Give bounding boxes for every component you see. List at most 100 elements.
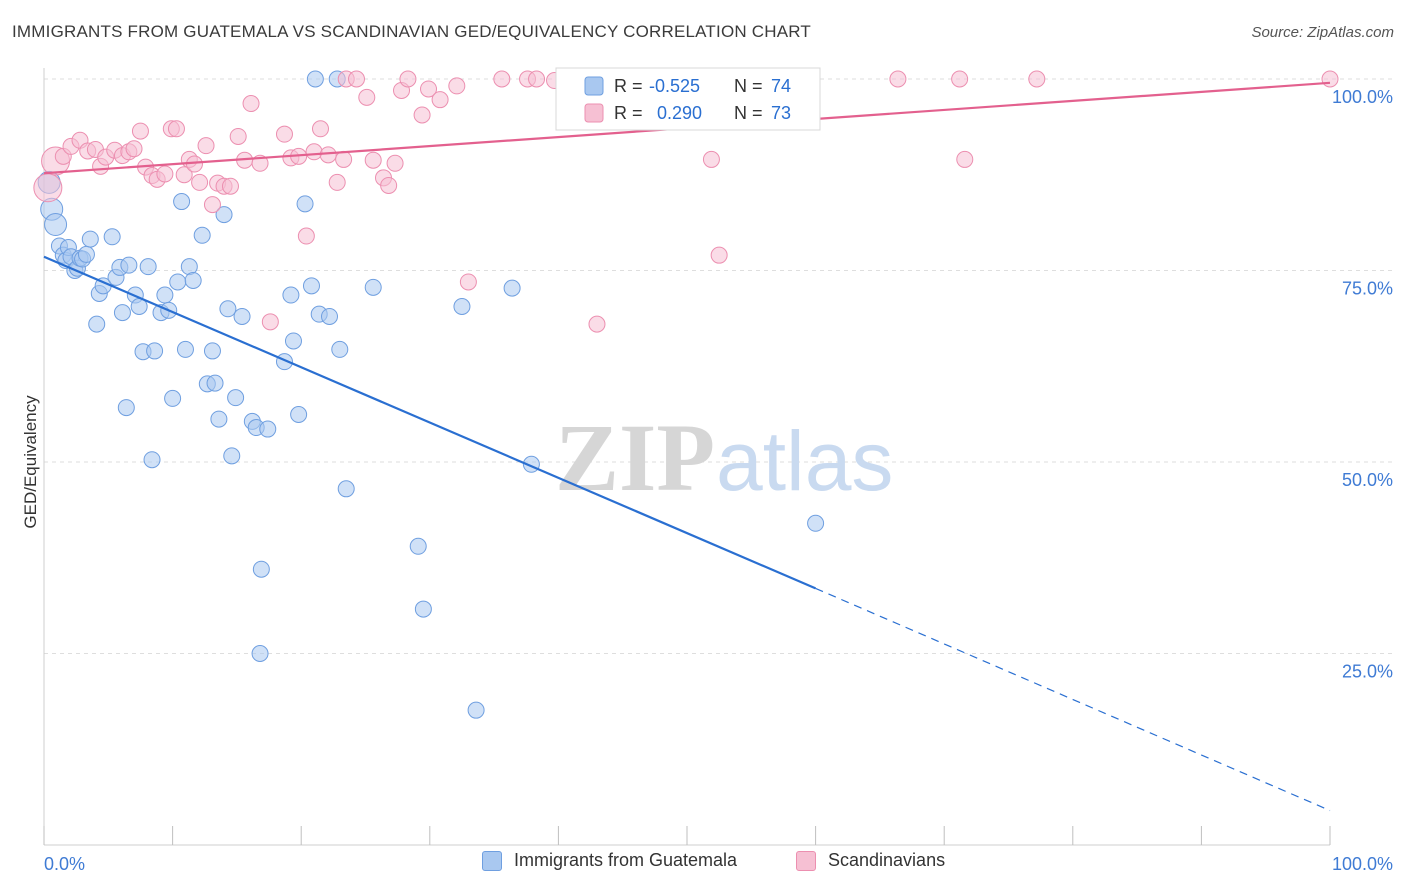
data-point [380, 176, 398, 194]
data-point [493, 70, 511, 88]
data-point [588, 315, 606, 333]
data-point [176, 340, 194, 358]
data-point [467, 701, 485, 719]
data-point [364, 151, 382, 169]
data-point [358, 88, 376, 106]
legend-r-value-2: 0.290 [657, 103, 702, 123]
x-tick-labels: 0.0% 100.0% [44, 854, 1393, 874]
data-point [290, 406, 308, 424]
data-point [364, 278, 382, 296]
data-point [347, 70, 365, 88]
watermark-zip: ZIP [555, 404, 715, 511]
data-point [233, 307, 251, 325]
data-point [282, 286, 300, 304]
data-point [221, 177, 239, 195]
data-point [386, 154, 404, 172]
data-point [125, 140, 143, 158]
data-point [197, 137, 215, 155]
y-axis-label: GED/Equivalency [21, 395, 40, 529]
data-point [702, 150, 720, 168]
data-point [131, 122, 149, 140]
data-point [77, 245, 95, 263]
series-1 [33, 70, 1339, 333]
chart-title: IMMIGRANTS FROM GUATEMALA VS SCANDINAVIA… [12, 22, 812, 41]
data-point [156, 286, 174, 304]
y-tick-label: 75.0% [1342, 279, 1393, 299]
trend-line-0 [43, 255, 817, 590]
data-point [1028, 70, 1046, 88]
data-point [164, 389, 182, 407]
legend-n-label-2: N = [734, 103, 763, 123]
data-point [453, 298, 471, 316]
data-point [191, 173, 209, 191]
data-point [328, 173, 346, 191]
data-point [88, 315, 106, 333]
data-point [431, 91, 449, 109]
data-point [420, 80, 438, 98]
data-point [242, 95, 260, 113]
data-point [503, 279, 521, 297]
data-point [335, 150, 353, 168]
data-point [951, 70, 969, 88]
data-point [409, 537, 427, 555]
data-point [807, 514, 825, 532]
data-point [414, 600, 432, 618]
data-point [219, 300, 237, 318]
data-point [169, 273, 187, 291]
data-point [275, 125, 293, 143]
data-point [331, 340, 349, 358]
series-legend: Immigrants from Guatemala Scandinavians [0, 850, 1406, 880]
data-point [81, 230, 99, 248]
legend-r-label-2: R = [614, 103, 643, 123]
data-point [337, 480, 355, 498]
data-point [710, 246, 728, 264]
stats-legend: R = -0.525 N = 74 R = 0.290 N = 73 [555, 67, 821, 131]
grid-lines [44, 78, 1392, 654]
series-layer [33, 70, 1339, 719]
data-point [206, 374, 224, 392]
data-point [156, 165, 174, 183]
legend-swatch-guatemala [584, 76, 604, 96]
data-point [261, 313, 279, 331]
y-tick-label: 25.0% [1342, 662, 1393, 682]
legend-swatch-scandinavians [584, 103, 604, 123]
legend-item-scandinavians[interactable]: Scandinavians [796, 850, 945, 871]
data-point [459, 273, 477, 291]
data-point [175, 166, 193, 184]
data-point [259, 420, 277, 438]
data-point [167, 120, 185, 138]
data-point [252, 560, 270, 578]
data-point [229, 127, 247, 145]
data-point [215, 206, 233, 224]
data-point [889, 70, 907, 88]
data-point [44, 213, 68, 237]
data-point [413, 106, 431, 124]
data-point [113, 304, 131, 322]
data-point [306, 70, 324, 88]
data-point [1321, 70, 1339, 88]
y-tick-labels: 25.0% 50.0% 75.0% 100.0% [1332, 87, 1393, 682]
data-point [117, 399, 135, 417]
legend-r-label-1: R = [614, 76, 643, 96]
data-point [139, 258, 157, 276]
legend-r-value-1: -0.525 [649, 76, 700, 96]
data-point [296, 195, 314, 213]
data-point [311, 120, 329, 138]
legend-n-label-1: N = [734, 76, 763, 96]
data-point [956, 150, 974, 168]
data-point [210, 410, 228, 428]
data-point [302, 277, 320, 295]
y-tick-label: 50.0% [1342, 470, 1393, 490]
axes [43, 68, 1331, 846]
data-point [399, 70, 417, 88]
legend-item-guatemala[interactable]: Immigrants from Guatemala [482, 850, 737, 871]
data-point [173, 193, 191, 211]
data-point [319, 146, 337, 164]
data-point [320, 307, 338, 325]
trend-extension-0 [815, 587, 1331, 812]
legend-label-scandinavians: Scandinavians [828, 850, 946, 870]
legend-swatch-icon [482, 850, 502, 871]
data-point [223, 447, 241, 465]
data-point [305, 143, 323, 161]
